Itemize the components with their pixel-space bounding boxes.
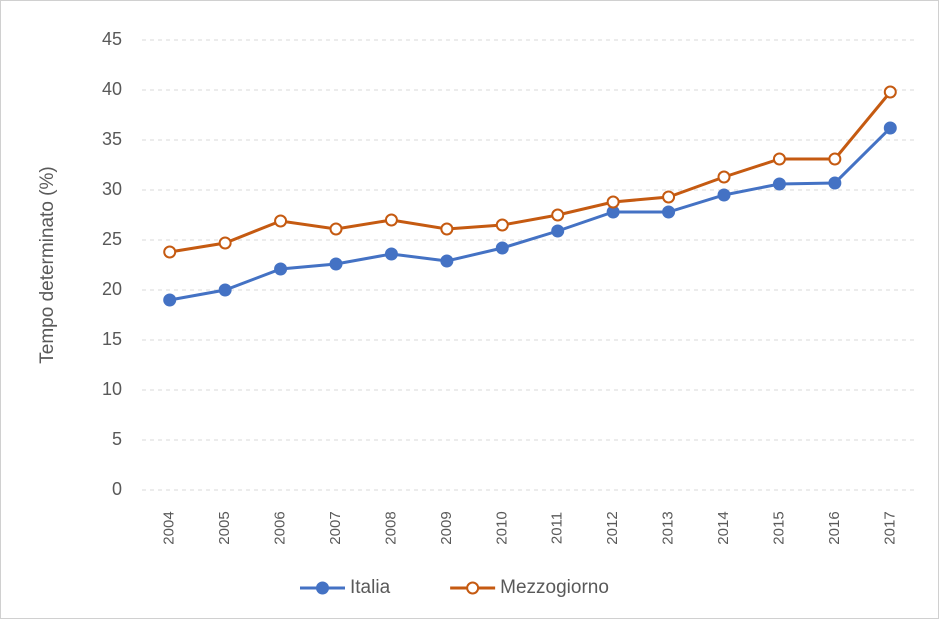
point	[163, 293, 177, 307]
point	[163, 245, 177, 259]
point	[717, 188, 731, 202]
x-tick-label: 2004	[161, 511, 178, 544]
x-tick-label: 2007	[327, 511, 344, 544]
y-tick-label: 25	[102, 229, 122, 249]
y-tick-label: 35	[102, 129, 122, 149]
y-tick-label: 20	[102, 279, 122, 299]
point	[440, 254, 454, 268]
x-tick-label: 2014	[715, 511, 732, 544]
point	[329, 257, 343, 271]
x-tick-label: 2008	[382, 511, 399, 544]
point	[384, 213, 398, 227]
series-line	[169, 91, 892, 254]
x-tick-label: 2006	[272, 511, 289, 544]
y-tick-label: 0	[112, 479, 122, 499]
point	[606, 195, 620, 209]
point	[329, 222, 343, 236]
y-axis-label: Tempo determinato (%)	[37, 166, 58, 363]
point	[551, 208, 565, 222]
x-tick-label: 2013	[660, 511, 677, 544]
point	[495, 241, 509, 255]
x-tick-label: 2010	[493, 511, 510, 544]
legend-label: Mezzogiorno	[500, 577, 609, 598]
point	[883, 121, 897, 135]
x-tick-label: 2011	[549, 512, 566, 544]
x-tick-label: 2017	[881, 511, 898, 544]
legend-marker	[316, 581, 329, 595]
point	[772, 152, 786, 166]
x-tick-label: 2012	[604, 511, 621, 544]
x-tick-label: 2005	[216, 511, 233, 544]
point	[883, 85, 897, 99]
point	[495, 218, 509, 232]
point	[384, 247, 398, 261]
point	[662, 190, 676, 204]
legend-label: Italia	[350, 577, 391, 598]
x-tick-label: 2015	[770, 511, 787, 544]
point	[772, 177, 786, 191]
series-line	[169, 126, 892, 302]
y-tick-label: 40	[102, 79, 122, 99]
point	[551, 224, 565, 238]
point	[274, 214, 288, 228]
point	[828, 152, 842, 166]
x-tick-label: 2009	[438, 511, 455, 544]
y-tick-label: 45	[102, 29, 122, 49]
x-tick-label: 2016	[826, 511, 843, 544]
point	[662, 205, 676, 219]
point	[218, 236, 232, 250]
point	[440, 222, 454, 236]
point	[274, 262, 288, 276]
y-tick-label: 5	[112, 429, 122, 449]
point	[828, 176, 842, 190]
point	[218, 283, 232, 297]
y-tick-label: 30	[102, 179, 122, 199]
legend-marker	[466, 581, 480, 595]
point	[717, 170, 731, 184]
y-tick-label: 10	[102, 379, 122, 399]
y-tick-label: 15	[102, 329, 122, 349]
